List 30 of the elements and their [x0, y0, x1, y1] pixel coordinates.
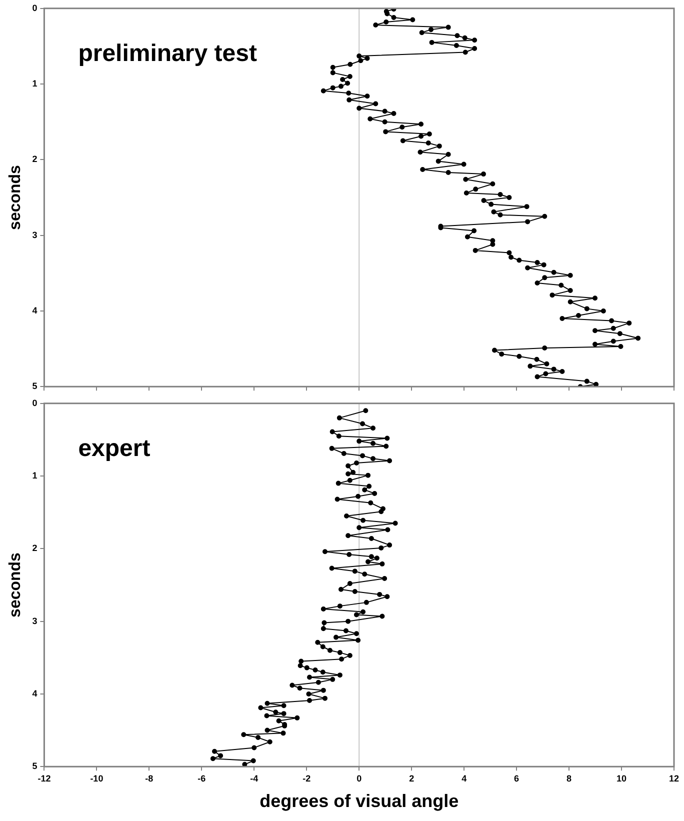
y-tick-label: 3: [32, 616, 38, 626]
x-tick-label: -4: [250, 773, 258, 784]
annotation: expert: [78, 435, 150, 462]
y-tick-label: 0: [32, 2, 38, 13]
y-tick-label: 2: [32, 543, 38, 554]
y-axis-title: seconds: [7, 164, 24, 230]
x-tick-label: -6: [198, 773, 206, 784]
y-tick-label: 2: [32, 154, 38, 164]
x-tick-label: 10: [616, 773, 627, 784]
y-tick-label: 0: [32, 398, 38, 408]
x-axis-title: degrees of visual angle: [260, 791, 459, 812]
y-tick-label: 3: [32, 230, 38, 240]
x-tick-label: -2: [302, 773, 311, 784]
y-tick-label: 4: [32, 305, 38, 316]
y-tick-label: 1: [32, 470, 38, 481]
x-tick-label: 8: [566, 773, 572, 784]
x-tick-label: -8: [145, 773, 154, 784]
y-tick-label: 1: [32, 78, 38, 89]
y-tick-label: 5: [32, 381, 38, 392]
x-tick-label: -12: [38, 773, 51, 784]
x-tick-label: 6: [514, 773, 520, 784]
x-tick-label: -10: [90, 773, 104, 784]
y-tick-label: 4: [32, 688, 38, 698]
x-tick-label: 2: [409, 773, 414, 784]
y-tick-label: 5: [32, 761, 38, 772]
x-tick-label: 12: [668, 773, 680, 784]
x-tick-label: 0: [356, 773, 362, 784]
annotation: preliminary test: [78, 40, 257, 68]
y-axis-title: seconds: [7, 552, 24, 618]
x-tick-label: 4: [462, 773, 467, 784]
